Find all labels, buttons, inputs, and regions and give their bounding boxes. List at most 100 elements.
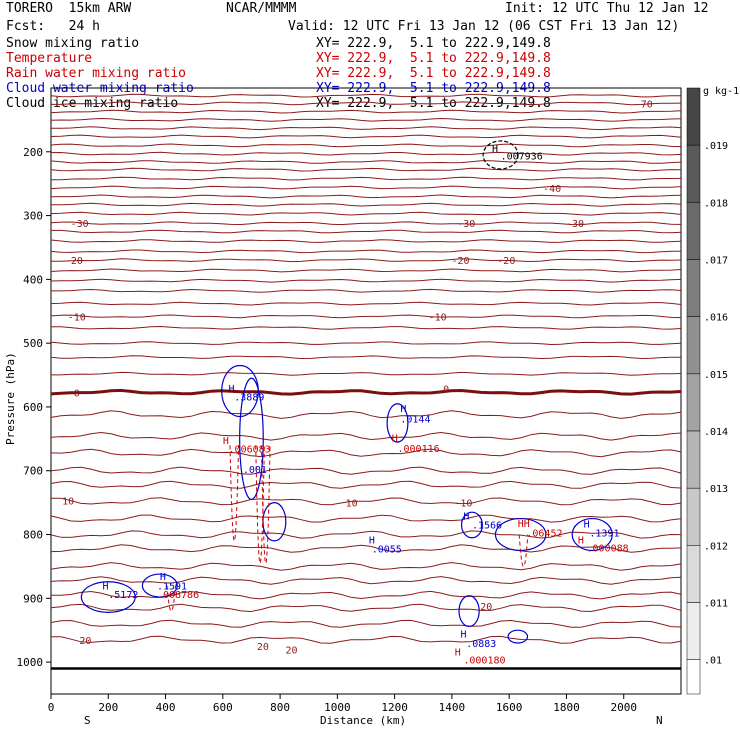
valid-time: Valid: 12 UTC Fri 13 Jan 12 (06 CST Fri … — [288, 19, 680, 34]
maximum-label: H — [455, 647, 461, 658]
temperature-isotherm — [50, 221, 682, 226]
y-tick-label: 900 — [23, 592, 43, 605]
field-xy-cloudice: XY= 222.9, 5.1 to 222.9,149.8 — [316, 96, 551, 111]
x-tick-label: 600 — [213, 701, 233, 714]
rain-water-contour — [260, 445, 271, 564]
cloud-water-contour — [141, 573, 178, 598]
temperature-isotherm — [51, 497, 682, 506]
colorbar-swatch — [686, 487, 701, 546]
x-tick-label: 1800 — [553, 701, 580, 714]
north-end-label: N — [656, 714, 663, 727]
isotherm-label: 20 — [480, 602, 492, 613]
snow-contour — [482, 140, 519, 170]
colorbar-tick-label: .015 — [704, 370, 728, 381]
isotherm-label: 0 — [74, 388, 80, 399]
cloud-water-contour — [239, 377, 264, 501]
x-axis-label: Distance (km) — [320, 714, 406, 727]
maximum-label: H — [584, 520, 590, 531]
field-name-snow: Snow mixing ratio — [6, 36, 140, 51]
maximum-label: .5172 — [108, 590, 138, 601]
temperature-isotherm — [51, 229, 682, 234]
field-name-rain: Rain water mixing ratio — [6, 66, 187, 81]
cloud-water-contour — [571, 517, 613, 552]
isotherm-label: 20 — [79, 636, 91, 647]
temperature-isotherm — [51, 176, 682, 181]
temperature-isotherm — [50, 410, 682, 419]
colorbar-tick-label: .012 — [704, 541, 728, 552]
colorbar-unit-label: g kg-1 — [703, 86, 739, 97]
maximum-label: H — [223, 436, 229, 447]
temperature-isotherm — [50, 278, 682, 283]
cloud-water-contour — [458, 595, 480, 627]
isotherm-label: -10 — [429, 312, 447, 323]
isotherm-label: 20 — [257, 642, 269, 653]
colorbar-tick-label: .019 — [704, 141, 728, 152]
colorbar-swatch — [686, 602, 701, 660]
colorbar-swatch — [686, 430, 701, 489]
temperature-isotherm — [50, 576, 682, 585]
temperature-isotherm — [50, 160, 682, 164]
maximum-label: .008786 — [157, 590, 199, 601]
x-tick-label: 0 — [48, 701, 55, 714]
colorbar-tick-label: .01 — [704, 656, 722, 667]
cloud-water-contour — [507, 629, 529, 644]
temperature-isotherm — [50, 514, 682, 523]
plot-frame — [50, 87, 682, 695]
maximum-label: .1566 — [472, 520, 502, 531]
maximum-label: .0144 — [400, 414, 430, 425]
axes: 0 200 400 600 800 1000 1200 1400 1600 1800 2000200… — [17, 146, 637, 714]
rain-water-contour — [255, 445, 265, 564]
colorbar: .019 .018 .017 .016 .015 .014 .013 .012 .011 .01 g… — [686, 86, 739, 695]
temperature-isotherm — [50, 211, 682, 216]
temperature-isotherm — [50, 117, 682, 122]
temperature-contours — [50, 93, 682, 670]
rain-water-contour — [166, 585, 177, 612]
maximum-label: H — [492, 144, 498, 155]
x-tick-label: 1000 — [324, 701, 351, 714]
colorbar-tick-label: .017 — [704, 256, 728, 267]
maximum-label: .000116 — [398, 444, 440, 455]
cloud-water-contour — [460, 511, 483, 539]
maximum-label: .0055 — [372, 545, 402, 556]
y-axis-label: Pressure (hPa) — [4, 352, 17, 445]
x-tick-label: 400 — [156, 701, 176, 714]
temperature-isotherm — [50, 603, 682, 613]
x-tick-label: 1200 — [381, 701, 408, 714]
maximum-label: .06452 — [526, 529, 562, 540]
maximum-label: .0883 — [466, 639, 496, 650]
temperature-isotherm — [50, 239, 682, 243]
maximum-label: H — [400, 404, 406, 415]
isotherm-label: 10 — [62, 497, 74, 508]
maximum-label: H — [103, 582, 109, 593]
temperature-isotherm — [50, 185, 682, 190]
temperature-isotherm — [50, 448, 682, 458]
colorbar-tick-label: .018 — [704, 198, 728, 209]
rain-water-contour — [229, 445, 240, 542]
temperature-isotherm — [50, 480, 682, 489]
maximum-label: HH — [518, 519, 530, 530]
field-xy-temperature: XY= 222.9, 5.1 to 222.9,149.8 — [316, 51, 551, 66]
isotherm-label: 10 — [346, 499, 358, 510]
colorbar-swatch — [686, 659, 701, 695]
temperature-isotherm — [50, 314, 682, 319]
temperature-isotherm — [50, 530, 682, 539]
temperature-isotherm — [50, 134, 682, 139]
init-time: Init: 12 UTC Thu 12 Jan 12 — [505, 1, 709, 16]
temperature-isotherm — [50, 167, 682, 172]
temperature-isotherm — [50, 635, 682, 644]
isotherm-label: -20 — [497, 256, 515, 267]
x-tick-label: 200 — [98, 701, 118, 714]
cloud-water-contour — [386, 403, 409, 443]
colorbar-swatch — [686, 87, 701, 146]
temperature-isotherm — [50, 619, 682, 628]
temperature-isotherm — [50, 355, 681, 360]
temperature-isotherm — [50, 301, 682, 306]
maximum-label: H — [578, 536, 584, 547]
temperature-isotherm — [50, 143, 682, 148]
maximum-label: .1591 — [157, 582, 187, 593]
maximum-label: .006083 — [229, 444, 271, 455]
isotherm-label: -70 — [635, 99, 653, 110]
maximum-label: .3889 — [234, 393, 264, 404]
temperature-isotherm — [50, 341, 682, 346]
